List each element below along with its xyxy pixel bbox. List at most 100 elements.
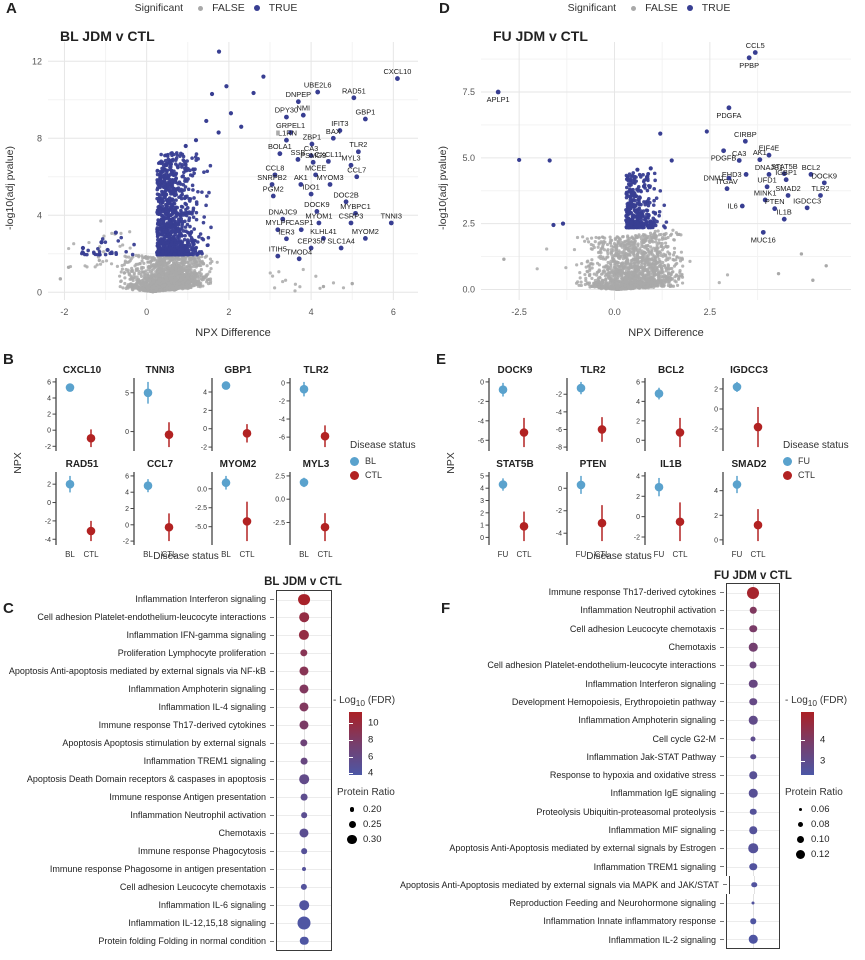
sig-point — [169, 168, 174, 173]
nonsig-point — [635, 235, 639, 240]
nonsig-point — [189, 258, 193, 262]
sig-point — [624, 185, 629, 190]
nonsig-point — [132, 283, 137, 287]
sig-point — [651, 216, 656, 221]
nonsig-point — [163, 275, 168, 279]
nonsig-point — [604, 277, 608, 281]
nonsig-point — [120, 263, 124, 268]
sig-point — [157, 226, 161, 231]
nonsig-point — [655, 234, 659, 238]
y-tick-label: -4 — [556, 409, 562, 416]
sig-point — [132, 242, 136, 247]
sig-point — [171, 202, 176, 206]
sig-point — [629, 181, 633, 185]
sig-point — [187, 216, 192, 220]
y-tick-label: -6 — [556, 427, 562, 434]
sig-point — [159, 172, 163, 177]
nonsig-point — [162, 259, 167, 263]
y-tick-label: 4 — [125, 490, 129, 497]
gene-label: DOCK9 — [304, 200, 329, 209]
sig-point — [85, 252, 89, 257]
sig-point — [168, 232, 173, 236]
pointrange-subplot: TLR2-2-4-6-8 — [556, 365, 607, 452]
gene-label: PTEN — [765, 197, 785, 206]
nonsig-point — [127, 284, 131, 288]
nonsig-point — [174, 286, 179, 290]
gene-label: DNPEP — [286, 90, 312, 99]
axis-tick — [270, 688, 274, 690]
nonsig-point — [616, 256, 621, 260]
nonsig-point — [590, 258, 594, 262]
subplot-gene-title: RAD51 — [66, 459, 99, 470]
nonsig-point — [166, 266, 170, 270]
nonsig-point — [115, 264, 120, 268]
sig-point — [657, 209, 662, 214]
sig-point — [638, 196, 642, 200]
nonsig-point — [597, 279, 601, 283]
sig-point — [116, 239, 121, 243]
sig-point — [188, 168, 192, 173]
sig-point — [175, 153, 179, 157]
nonsig-point — [627, 285, 631, 290]
sig-point — [179, 151, 183, 156]
nonsig-point — [640, 234, 645, 238]
sig-point — [168, 181, 173, 186]
sig-point — [663, 225, 667, 230]
sig-point — [184, 207, 188, 212]
nonsig-point — [159, 267, 163, 271]
nonsig-point — [169, 271, 173, 275]
sig-point — [625, 222, 629, 227]
nonsig-point — [636, 252, 640, 256]
sig-point — [635, 167, 640, 172]
sig-point — [180, 226, 184, 231]
sig-point — [170, 247, 174, 251]
y-tick-label: -2 — [556, 508, 562, 515]
nonsig-point — [633, 286, 637, 290]
nonsig-point — [613, 245, 618, 249]
nonsig-point — [151, 255, 155, 260]
sig-point — [202, 215, 206, 219]
nonsig-point — [138, 286, 142, 290]
nonsig-point — [614, 249, 619, 253]
nonsig-point — [193, 256, 197, 260]
nonsig-point — [664, 258, 668, 262]
nonsig-point — [156, 274, 160, 278]
pathway-label: Inflammation IFN-gamma signaling — [126, 630, 266, 640]
nonsig-point — [66, 265, 71, 269]
nonsig-point — [203, 255, 207, 259]
nonsig-point — [616, 260, 620, 265]
nonsig-point — [110, 231, 114, 235]
nonsig-point — [645, 278, 650, 282]
gene-label: MCEE — [305, 163, 326, 172]
nonsig-point — [201, 284, 205, 288]
nonsig-point — [134, 253, 138, 258]
gene-label: APLP1 — [487, 95, 510, 104]
nonsig-point — [625, 259, 629, 263]
group-point — [221, 381, 231, 390]
significance-legend: Significant FALSE TRUE — [433, 2, 865, 14]
sig-point — [642, 184, 646, 188]
nonsig-point — [627, 277, 632, 281]
y-tick-label: -4 — [478, 418, 484, 425]
sig-point — [658, 189, 663, 193]
nonsig-point — [128, 277, 132, 281]
nonsig-point — [672, 246, 677, 250]
nonsig-point — [632, 250, 636, 254]
nonsig-point — [658, 276, 662, 280]
sig-point — [647, 223, 651, 228]
nonsig-point — [607, 276, 611, 280]
nonsig-point — [177, 282, 181, 286]
sig-point — [163, 162, 168, 167]
group-point — [164, 522, 174, 532]
nonsig-point — [688, 259, 692, 263]
nonsig-point — [605, 249, 609, 253]
nonsig-point — [205, 264, 209, 268]
sig-point — [160, 189, 164, 194]
nonsig-point — [640, 256, 644, 260]
